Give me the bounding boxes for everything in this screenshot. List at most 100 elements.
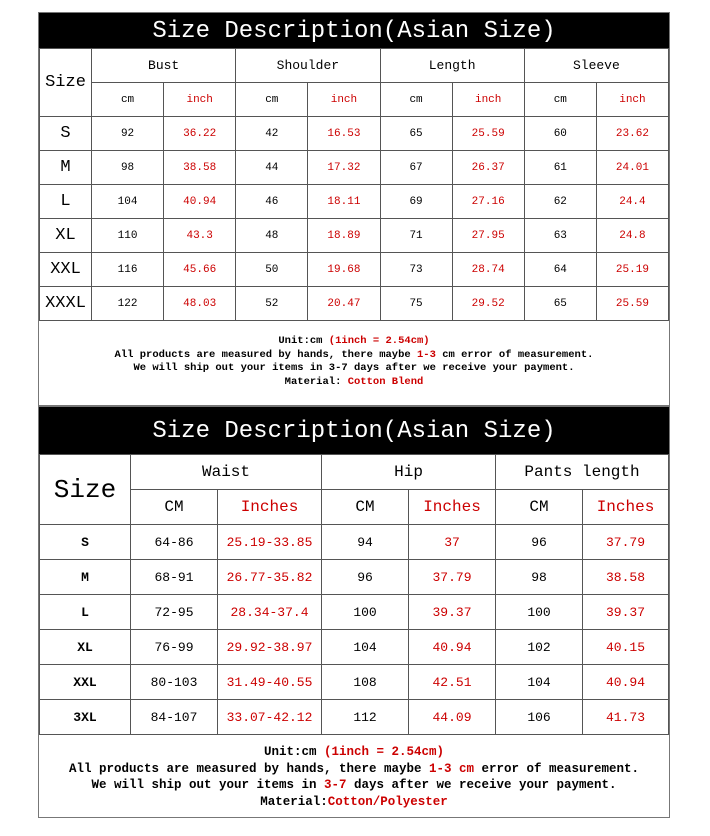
size-cell: S	[39, 524, 131, 560]
cm-value: 72-95	[130, 594, 218, 630]
unit-note: Unit:cm	[263, 745, 324, 759]
size-header: Size	[39, 454, 131, 525]
unit-row: cm inch cm inch cm inch cm inch	[40, 82, 670, 117]
cm-value: 94	[321, 524, 410, 560]
inch-value: 39.37	[408, 594, 497, 630]
cm-value: 50	[235, 252, 309, 287]
shipping-days: 3-7	[323, 778, 347, 792]
cm-value: 42	[235, 116, 309, 151]
cm-value: 61	[523, 150, 597, 185]
cm-value: 69	[379, 184, 453, 219]
inch-value: 31.49-40.55	[216, 664, 323, 700]
column-group-header: Hip	[321, 454, 497, 490]
column-group-header: Sleeve	[523, 48, 670, 83]
inch-value: 40.94	[163, 184, 237, 219]
table-row: XXL 116 45.66 50 19.68 73 28.74 64 25.19	[39, 252, 670, 287]
material-value: Cotton/Polyester	[327, 794, 448, 809]
inch-value: 24.01	[595, 150, 670, 185]
cm-value: 63	[523, 218, 597, 253]
table-row: L 104 40.94 46 18.11 69 27.16 62 24.4	[39, 184, 670, 219]
cm-value: 60	[523, 116, 597, 151]
inch-value: 26.37	[451, 150, 525, 185]
inch-value: 24.8	[595, 218, 670, 253]
inch-value: 48.03	[163, 286, 237, 321]
cm-value: 52	[235, 286, 309, 321]
cm-value: 75	[379, 286, 453, 321]
header-row: Size Bust Shoulder Length Sleeve	[39, 48, 670, 117]
column-group-header: Shoulder	[235, 48, 381, 83]
header-row: Size Waist Hip Pants length	[39, 454, 669, 525]
inch-value: 38.58	[582, 559, 669, 595]
inch-value: 40.94	[582, 664, 669, 700]
table-row: M 68-91 26.77-35.82 96 37.79 98 38.58	[39, 559, 669, 595]
unit-cm-header: CM	[130, 489, 218, 525]
measure-note: All products are measured by hands, ther…	[68, 761, 429, 776]
shipping-note-end: days after we receive your payment.	[346, 778, 617, 792]
table-row: M 98 38.58 44 17.32 67 26.37 61 24.01	[39, 150, 670, 185]
inch-value: 43.3	[163, 218, 237, 253]
cm-value: 84-107	[130, 699, 218, 735]
cm-value: 104	[495, 664, 584, 700]
cm-value: 110	[90, 218, 165, 253]
inch-value: 26.77-35.82	[216, 559, 323, 595]
bottom-size-chart: Size Description(Asian Size) Size Waist Hi…	[38, 406, 670, 818]
table-row: XXXL 122 48.03 52 20.47 75 29.52 65 25.59	[39, 286, 670, 321]
measure-note: All products are measured by hands, ther…	[114, 348, 417, 361]
table-row: XXL 80-103 31.49-40.55 108 42.51 104 40.94	[39, 664, 669, 700]
unit-inch-header: Inches	[408, 489, 497, 525]
unit-cm-header: CM	[321, 489, 410, 525]
inch-value: 25.59	[451, 116, 525, 151]
table-row: S 64-86 25.19-33.85 94 37 96 37.79	[39, 524, 669, 560]
measure-note-end: error of measurement.	[474, 761, 640, 776]
inch-value: 28.34-37.4	[216, 594, 323, 630]
column-group-header: Pants length	[495, 454, 669, 490]
unit-inch-header: inch	[307, 82, 381, 117]
unit-note: Unit:cm	[278, 335, 329, 347]
column-group-header: Waist	[129, 454, 323, 490]
inch-conversion: (1inch = 2.54cm)	[328, 335, 430, 347]
size-cell: XXXL	[39, 286, 92, 321]
size-cell: L	[39, 184, 92, 219]
cm-value: 100	[495, 594, 584, 630]
cm-value: 106	[495, 699, 584, 735]
cm-value: 116	[90, 252, 165, 287]
notes: Unit:cm (1inch = 2.54cm) All products ar…	[39, 321, 669, 389]
cm-value: 62	[523, 184, 597, 219]
cm-value: 76-99	[130, 629, 218, 665]
inch-value: 29.52	[451, 286, 525, 321]
size-cell: XL	[39, 218, 92, 253]
inch-value: 41.73	[582, 699, 669, 735]
cm-value: 80-103	[130, 664, 218, 700]
inch-value: 45.66	[163, 252, 237, 287]
cm-value: 96	[321, 559, 410, 595]
cm-value: 64-86	[130, 524, 218, 560]
inch-value: 24.4	[595, 184, 670, 219]
cm-value: 112	[321, 699, 410, 735]
inch-value: 20.47	[307, 286, 381, 321]
inch-value: 25.19-33.85	[216, 524, 323, 560]
chart-title: Size Description(Asian Size)	[39, 407, 669, 454]
measure-note-end: cm error of measurement.	[435, 348, 594, 361]
cm-value: 46	[235, 184, 309, 219]
inch-value: 37.79	[582, 524, 669, 560]
inch-conversion: (1inch = 2.54cm)	[323, 745, 445, 759]
cm-value: 73	[379, 252, 453, 287]
size-cell: 3XL	[39, 699, 131, 735]
inch-value: 27.95	[451, 218, 525, 253]
size-cell: M	[39, 559, 131, 595]
inch-value: 38.58	[163, 150, 237, 185]
column-group-header: Bust	[90, 48, 237, 83]
inch-value: 42.51	[408, 664, 497, 700]
size-cell: XXL	[39, 664, 131, 700]
cm-value: 67	[379, 150, 453, 185]
unit-cm-header: cm	[235, 82, 309, 117]
inch-value: 25.59	[595, 286, 670, 321]
inch-value: 40.94	[408, 629, 497, 665]
notes: Unit:cm (1inch = 2.54cm) All products ar…	[39, 735, 669, 810]
inch-value: 29.92-38.97	[216, 629, 323, 665]
inch-value: 39.37	[582, 594, 669, 630]
table-row: L 72-95 28.34-37.4 100 39.37 100 39.37	[39, 594, 669, 630]
inch-value: 36.22	[163, 116, 237, 151]
inch-value: 23.62	[595, 116, 670, 151]
inch-value: 27.16	[451, 184, 525, 219]
